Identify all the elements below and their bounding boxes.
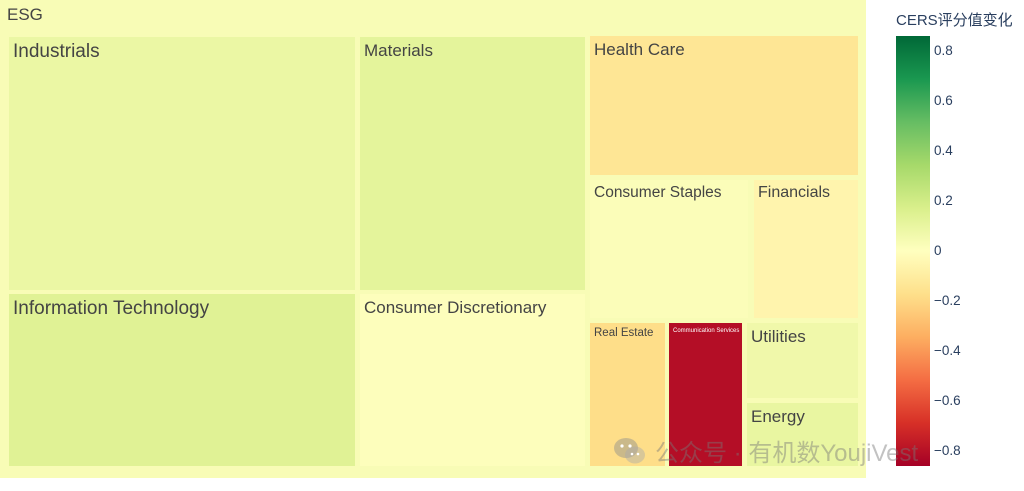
tile-label-materials: Materials (364, 41, 433, 60)
colorbar-gradient (896, 36, 930, 466)
tile-label-industrials: Industrials (13, 41, 100, 62)
tile-consumer-staples[interactable]: Consumer Staples (590, 180, 748, 318)
tile-label-consumer-discretionary: Consumer Discretionary (364, 298, 547, 317)
tile-industrials[interactable]: Industrials (9, 37, 355, 290)
tile-materials[interactable]: Materials (360, 37, 585, 290)
wechat-icon (614, 437, 645, 463)
colorbar-tick-label: 0.4 (934, 143, 953, 158)
tile-label-health-care: Health Care (594, 40, 685, 59)
tile-utilities[interactable]: Utilities (747, 323, 858, 398)
tile-financials[interactable]: Financials (754, 180, 858, 318)
colorbar-tick-label: 0 (934, 243, 942, 258)
tile-label-energy: Energy (751, 407, 805, 426)
tile-energy[interactable]: Energy (747, 403, 858, 466)
colorbar-tick-label: −0.8 (934, 443, 961, 458)
treemap: ESG Industrials Information Technology Mat… (0, 0, 866, 478)
tile-label-communication-services: Communication Services (673, 328, 740, 334)
tile-label-real-estate: Real Estate (594, 327, 654, 339)
tile-consumer-discretionary[interactable]: Consumer Discretionary (360, 294, 585, 466)
tile-label-information-technology: Information Technology (13, 298, 210, 319)
colorbar-tick-label: 0.2 (934, 193, 953, 208)
colorbar-tick-label: −0.6 (934, 393, 961, 408)
colorbar-tick-label: 0.6 (934, 93, 953, 108)
treemap-root-label: ESG (7, 5, 43, 24)
watermark: 公众号 · 有机数YoujiVest (613, 433, 918, 468)
colorbar-tick-label: −0.4 (934, 343, 961, 358)
watermark-text: 公众号 · 有机数YoujiVest (655, 440, 919, 467)
tile-label-utilities: Utilities (751, 327, 806, 346)
tile-label-consumer-staples: Consumer Staples (594, 184, 722, 201)
colorbar-tick-label: 0.8 (934, 43, 953, 58)
colorbar-tick-label: −0.2 (934, 293, 961, 308)
tile-health-care[interactable]: Health Care (590, 36, 858, 175)
tile-label-financials: Financials (758, 184, 831, 201)
tile-communication-services[interactable]: Communication Services (669, 323, 742, 466)
tile-information-technology[interactable]: Information Technology (9, 294, 355, 466)
tile-real-estate[interactable]: Real Estate (590, 323, 665, 466)
colorbar (896, 36, 930, 466)
colorbar-title: CERS评分值变化 (896, 12, 1013, 29)
